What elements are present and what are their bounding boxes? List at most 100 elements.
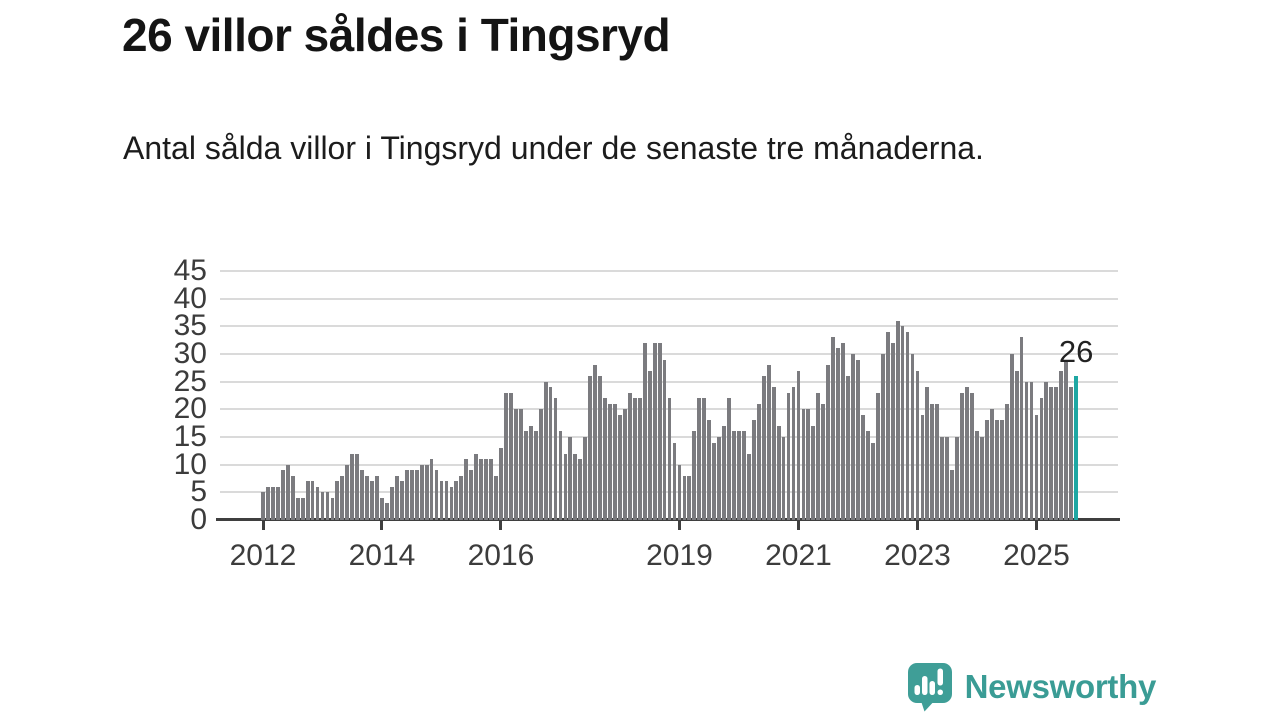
bar — [340, 475, 345, 520]
bar — [662, 359, 667, 520]
bar — [652, 342, 657, 520]
bar — [1019, 337, 1024, 520]
bar — [459, 475, 464, 520]
bar — [950, 470, 955, 520]
bar — [732, 431, 736, 520]
bar — [360, 470, 365, 520]
bar — [846, 376, 850, 520]
bar — [975, 431, 979, 520]
bar — [618, 414, 622, 520]
bar — [737, 431, 741, 520]
newsworthy-logo: Newsworthy — [907, 662, 1156, 712]
bar — [399, 481, 404, 520]
bar — [509, 392, 513, 520]
bar — [632, 398, 637, 520]
bar — [826, 365, 831, 520]
bar — [295, 497, 300, 520]
bar — [697, 398, 702, 520]
bar — [355, 453, 360, 520]
bar — [513, 409, 518, 520]
x-tick-mark — [499, 521, 503, 530]
bar — [280, 470, 285, 520]
bar — [920, 414, 925, 520]
bar — [1044, 381, 1049, 520]
bar — [786, 392, 791, 520]
bar — [518, 409, 523, 520]
x-tick-mark — [915, 521, 919, 530]
bar — [1014, 370, 1019, 520]
bar — [895, 320, 900, 520]
bar — [484, 459, 488, 520]
bar — [290, 475, 295, 520]
bar — [955, 437, 960, 520]
bar — [404, 470, 409, 520]
bar-value-label: 26 — [1058, 334, 1094, 370]
bar — [687, 475, 692, 520]
bar — [791, 387, 796, 520]
bar — [776, 425, 781, 520]
bar — [999, 420, 1004, 520]
bar — [429, 459, 434, 520]
y-axis-label: 25 — [173, 364, 207, 398]
bar — [558, 431, 563, 520]
bar — [970, 392, 974, 520]
bar — [523, 431, 528, 520]
bar — [479, 459, 484, 520]
bar — [870, 442, 875, 520]
bar — [925, 387, 930, 520]
bar — [657, 342, 662, 520]
bar — [409, 470, 414, 520]
x-tick-mark — [1034, 521, 1038, 530]
bar — [285, 464, 290, 520]
bar — [1054, 387, 1059, 520]
bar — [781, 437, 786, 520]
gridline — [220, 353, 1118, 355]
bar — [672, 442, 677, 520]
chart-subtitle: Antal sålda villor i Tingsryd under de s… — [123, 130, 984, 166]
bar — [900, 326, 905, 520]
x-axis-label: 2023 — [884, 539, 951, 572]
bar — [751, 420, 756, 520]
bar — [568, 437, 573, 520]
gridline — [220, 270, 1118, 272]
bar — [945, 437, 950, 520]
bar — [1024, 381, 1029, 520]
bar — [538, 409, 543, 520]
bar — [320, 492, 325, 520]
bar — [761, 376, 766, 520]
bar — [875, 392, 880, 520]
bar — [940, 437, 945, 520]
x-axis-label: 2012 — [229, 539, 297, 572]
bar — [910, 354, 915, 520]
bar — [642, 342, 647, 520]
bar — [533, 431, 538, 520]
bar — [474, 453, 479, 520]
gridline — [220, 297, 1118, 300]
bar — [345, 464, 350, 520]
bar — [499, 448, 503, 520]
bar — [1029, 381, 1034, 520]
bar — [627, 392, 632, 520]
bar — [756, 403, 761, 520]
bar — [573, 453, 578, 520]
bar — [915, 370, 920, 520]
bar — [811, 425, 816, 520]
bar — [548, 387, 553, 520]
bar — [831, 337, 836, 520]
bar — [836, 348, 841, 520]
bar — [613, 403, 617, 520]
bar — [449, 486, 454, 520]
bar — [905, 331, 910, 520]
bar — [989, 409, 994, 520]
bar — [880, 354, 885, 520]
bar — [266, 486, 270, 520]
bar — [563, 453, 568, 520]
bar — [424, 464, 429, 520]
bar — [1059, 370, 1064, 520]
x-tick-mark — [261, 521, 265, 530]
bar — [464, 459, 469, 520]
bar — [330, 497, 335, 520]
bar — [727, 398, 731, 520]
bar — [994, 420, 999, 520]
